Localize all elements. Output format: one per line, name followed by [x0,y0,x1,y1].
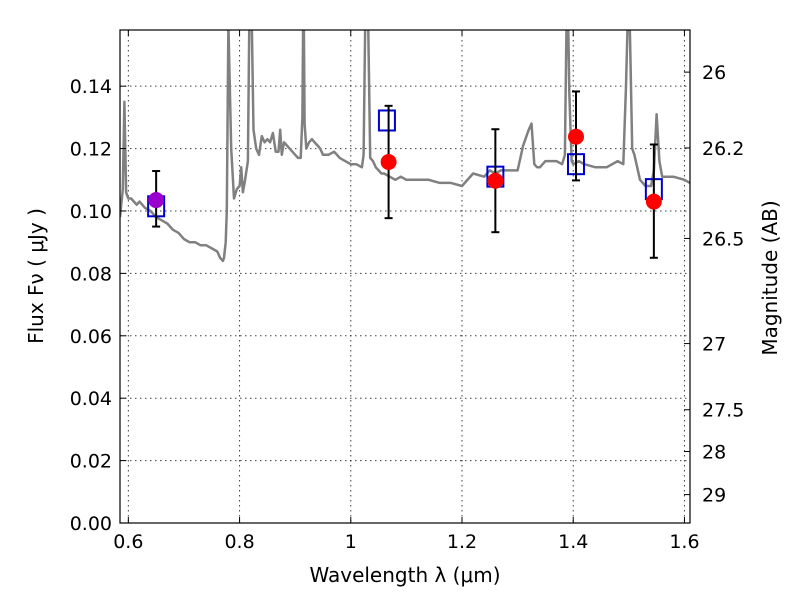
model-spectrum-line [120,30,690,263]
observed-point [568,128,584,145]
observed-point [380,153,397,170]
x-tick-label: 0.6 [113,531,143,553]
axes: 0.6 0.8 1 1.2 1.4 1.6 0.00 0.02 0.04 0.06 0.08 0.10… [70,30,744,553]
y-tick-label: 0.08 [70,263,112,285]
observed-point [487,172,504,189]
right-tick-label: 26 [702,62,726,84]
y-axis-title: Flux Fν ( μJy ) [24,208,48,344]
x-tick-label: 0.8 [224,531,254,553]
right-tick-label: 27.5 [702,400,744,422]
model-band-square [377,109,396,132]
right-tick-label: 28 [702,442,726,464]
right-tick-label: 29 [702,485,726,507]
observed-point [645,193,662,210]
x-tick-label: 1.4 [558,531,588,553]
y-tick-label: 0.10 [70,201,112,223]
y-tick-label: 0.14 [70,76,112,98]
y-tick-label: 0.06 [70,326,112,348]
right-tick-label: 26.2 [702,138,744,160]
grid-lines [120,30,690,523]
y-tick-label: 0.02 [70,451,112,473]
plot-frame [119,29,691,524]
right-tick-label: 26.5 [702,228,744,250]
right-axis-title: Magnitude (AB) [758,200,782,355]
x-tick-label: 1 [345,531,357,553]
observed-point [148,192,165,209]
x-tick-label: 1.6 [669,531,699,553]
x-axis-title: Wavelength λ (μm) [309,563,500,587]
observed-points [148,90,662,259]
y-tick-label: 0.04 [70,388,112,410]
y-tick-label: 0.12 [70,139,112,161]
right-tick-label: 27 [702,334,726,356]
x-tick-label: 1.2 [447,531,477,553]
y-tick-label: 0.00 [70,513,112,535]
